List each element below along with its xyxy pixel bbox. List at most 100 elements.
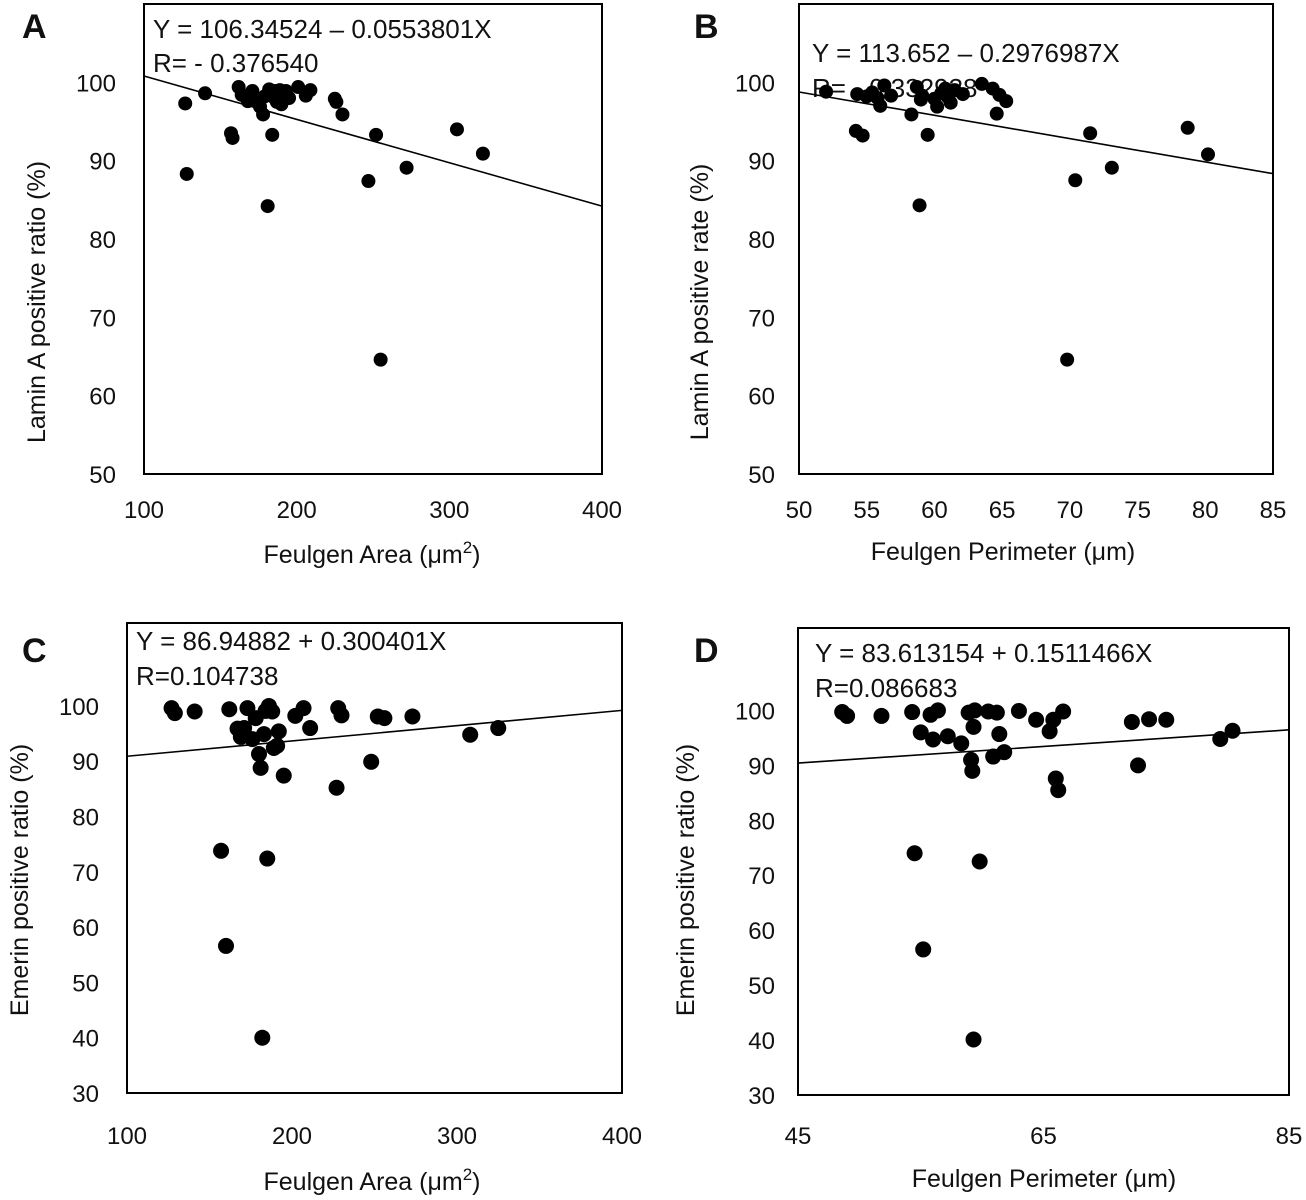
panel-d-data-point — [1212, 730, 1229, 747]
panel-c-plot: Y = 86.94882 + 0.300401X R=0.104738 30 40… — [59, 622, 642, 1150]
panel-b-plot: Y = 113.652 – 0.2976987X R= - 0.332938 5… — [735, 3, 1287, 524]
panel-b-frame — [798, 3, 1274, 475]
panel-b-data-point — [873, 98, 888, 113]
panel-c-y-tick-label: 60 — [72, 915, 99, 942]
panel-a-data-point — [361, 174, 376, 189]
panel-a-x-axis-title-end: ) — [472, 541, 480, 569]
panel-c-data-point — [404, 708, 421, 725]
panel-d-data-point — [904, 704, 921, 721]
panel-d-data-point — [1141, 711, 1158, 728]
panel-b-data-point — [974, 76, 989, 91]
panel-a-data-point — [179, 166, 194, 181]
panel-c-data-point — [213, 842, 230, 859]
panel-a-y-tick-label: 60 — [89, 384, 116, 411]
panel-d-data-point — [953, 735, 970, 752]
panel-d: D Y = 83.613154 + 0.1511466X R=0.086683 … — [672, 627, 1303, 1193]
panel-d-data-point — [1028, 711, 1045, 728]
panel-b-data-point — [915, 88, 930, 103]
panel-c-trendline — [126, 709, 623, 758]
panel-b-data-point — [912, 198, 927, 213]
panel-d-y-tick-label: 50 — [748, 973, 775, 1000]
panel-c-equation: Y = 86.94882 + 0.300401X — [136, 626, 446, 656]
panel-c-y-tick-label: 100 — [59, 694, 99, 721]
panel-d-data-point — [1050, 782, 1067, 799]
panel-c-x-axis-title-end: ) — [472, 1168, 480, 1196]
panel-d-y-tick-label: 40 — [748, 1028, 775, 1055]
panel-b-y-tick-label: 60 — [748, 384, 775, 411]
panel-b-data-point — [943, 95, 958, 110]
panel-b-x-tick-label: 75 — [1124, 497, 1151, 524]
panel-a-x-tick-label: 100 — [124, 497, 164, 524]
panel-a-data-point — [198, 86, 213, 101]
panel-d-x-ticks: 45 65 85 — [785, 1123, 1303, 1150]
panel-b-points — [819, 76, 1215, 367]
panel-b-y-tick-label: 80 — [748, 227, 775, 254]
panel-b-data-point — [1180, 120, 1195, 135]
panel-b-data-point — [930, 99, 945, 114]
panel-c-y-tick-label: 90 — [72, 749, 99, 776]
panel-d-data-point — [991, 726, 1008, 743]
panel-c-data-point — [166, 705, 183, 722]
panel-d-x-tick-label: 65 — [1030, 1123, 1057, 1150]
panel-c-data-point — [255, 726, 272, 743]
panel-b-data-point — [989, 106, 1004, 121]
panel-d-data-point — [929, 702, 946, 719]
panel-c-x-axis-title-main: Feulgen Area (μm — [263, 1168, 462, 1196]
panel-d-letter: D — [694, 632, 719, 670]
panel-c-data-point — [221, 701, 238, 718]
panel-d-data-point — [965, 1031, 982, 1048]
panel-b-x-tick-label: 85 — [1260, 497, 1287, 524]
panel-d-data-point — [939, 728, 956, 745]
panel-d-data-point — [839, 707, 856, 724]
panel-a-data-point — [369, 127, 384, 142]
panel-d-data-point — [912, 724, 929, 741]
panel-b-x-tick-label: 55 — [853, 497, 880, 524]
panel-d-data-point — [1055, 703, 1072, 720]
panel-c-data-point — [270, 723, 287, 740]
panel-c: C Y = 86.94882 + 0.300401X R=0.104738 30… — [6, 622, 642, 1196]
panel-b-data-point — [855, 128, 870, 143]
panel-b-x-ticks: 50 55 60 65 70 75 80 85 — [786, 497, 1287, 524]
panel-a-x-axis-title: Feulgen Area (μm2) — [263, 538, 480, 569]
panel-a-x-axis-title-sup: 2 — [463, 538, 472, 557]
panel-a-x-axis-title-main: Feulgen Area (μm — [263, 541, 462, 569]
panel-a-data-point — [373, 352, 388, 367]
panel-d-points — [834, 702, 1241, 1048]
panel-c-data-point — [236, 720, 253, 737]
panel-d-data-point — [1158, 711, 1175, 728]
panel-d-data-point — [1130, 757, 1147, 774]
panel-d-data-point — [1123, 713, 1140, 730]
panel-b-y-tick-label: 70 — [748, 305, 775, 332]
panel-c-x-tick-label: 100 — [107, 1123, 147, 1150]
panel-c-data-point — [252, 759, 269, 776]
panel-b-y-ticks: 50 60 70 80 90 100 — [735, 70, 775, 489]
panel-a-y-axis-title: Lamin A positive ratio (%) — [23, 161, 51, 443]
panel-a-x-ticks: 100 200 300 400 — [124, 497, 622, 524]
panel-c-y-tick-label: 80 — [72, 805, 99, 832]
panel-a-x-tick-label: 300 — [429, 497, 469, 524]
panel-d-data-point — [996, 744, 1013, 761]
panel-c-data-point — [328, 779, 345, 796]
panel-c-x-axis-title: Feulgen Area (μm2) — [263, 1165, 480, 1196]
panel-a-letter: A — [22, 8, 47, 46]
panel-d-data-point — [915, 941, 932, 958]
panel-c-x-axis-title-sup: 2 — [463, 1165, 472, 1184]
panel-a-data-point — [256, 107, 271, 122]
panel-b-y-tick-label: 90 — [748, 149, 775, 176]
panel-a-data-point — [282, 91, 297, 105]
panel-d-y-tick-label: 60 — [748, 918, 775, 945]
panel-a-data-point — [399, 160, 414, 175]
panel-a-y-tick-label: 50 — [89, 462, 116, 489]
panel-c-data-point — [275, 767, 292, 784]
panel-a-points — [178, 80, 490, 367]
panel-b-data-point — [904, 107, 919, 122]
panel-a-data-point — [475, 146, 490, 161]
panel-b-data-point — [1104, 160, 1119, 175]
panel-a-data-point — [260, 199, 275, 214]
panel-d-data-point — [964, 762, 981, 779]
panel-b-y-tick-label: 50 — [748, 462, 775, 489]
panel-d-plot: Y = 83.613154 + 0.1511466X R=0.086683 30… — [735, 627, 1303, 1150]
panel-a-y-ticks: 50 60 70 80 90 100 — [76, 70, 116, 489]
panel-a: A Y = 106.34524 – 0.0553801X R= - 0.3765… — [22, 3, 622, 569]
